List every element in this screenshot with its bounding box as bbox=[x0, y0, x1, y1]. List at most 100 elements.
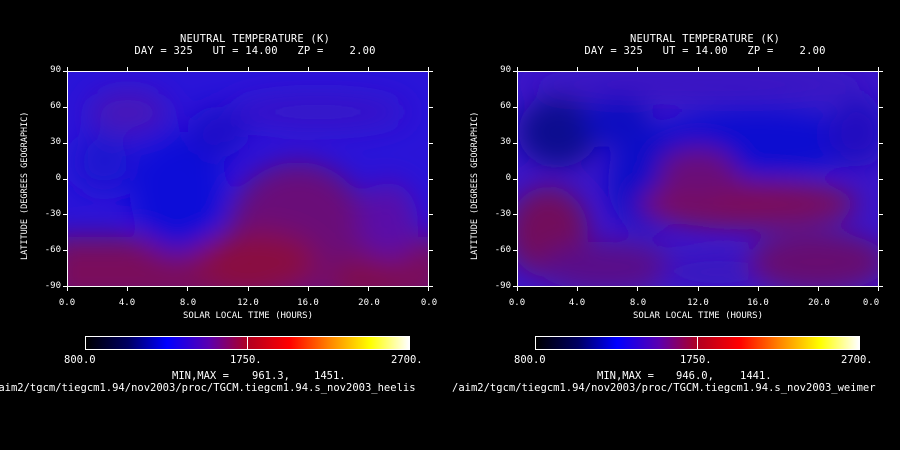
x-axis-tick bbox=[187, 67, 188, 72]
x-axis-tick bbox=[127, 286, 128, 291]
y-tick-label: 60 bbox=[500, 101, 511, 111]
x-axis-tick bbox=[308, 286, 309, 291]
x-axis-tick bbox=[517, 286, 518, 291]
source-path-right: /aim2/tgcm/tiegcm1.94/nov2003/proc/TGCM.… bbox=[452, 382, 876, 394]
y-axis-tick bbox=[513, 179, 518, 180]
x-tick-label: 4.0 bbox=[568, 298, 586, 308]
y-axis-tick bbox=[63, 179, 68, 180]
y-axis-tick bbox=[63, 214, 68, 215]
chart-subtitle: DAY = 325 UT = 14.00 ZP = 2.00 bbox=[134, 45, 376, 57]
x-tick-label: 20.0 bbox=[808, 298, 830, 308]
colorbar-min-label: 800.0 bbox=[514, 354, 546, 366]
y-axis-tick bbox=[878, 143, 883, 144]
heatmap-plot bbox=[67, 71, 429, 287]
x-axis-tick bbox=[637, 67, 638, 72]
y-tick-label: 30 bbox=[500, 137, 511, 147]
x-tick-label: 0.0 bbox=[58, 298, 76, 308]
x-axis-tick bbox=[187, 286, 188, 291]
y-tick-label: -30 bbox=[494, 209, 511, 219]
y-axis-tick bbox=[878, 179, 883, 180]
x-axis-tick bbox=[67, 286, 68, 291]
x-axis-tick bbox=[637, 286, 638, 291]
x-axis-label: SOLAR LOCAL TIME (HOURS) bbox=[182, 311, 314, 321]
x-axis-tick bbox=[698, 67, 699, 72]
right-panel: NEUTRAL TEMPERATURE (K) DAY = 325 UT = 1… bbox=[450, 0, 900, 420]
colorbar-mid-tick bbox=[247, 336, 248, 350]
x-tick-label: 8.0 bbox=[629, 298, 647, 308]
chart-title: NEUTRAL TEMPERATURE (K) bbox=[630, 33, 780, 45]
min-value: 946.0, bbox=[676, 370, 714, 382]
x-axis-tick bbox=[878, 67, 879, 72]
y-tick-label: 90 bbox=[50, 65, 61, 75]
x-tick-label: 0.0 bbox=[508, 298, 526, 308]
x-axis-tick bbox=[878, 286, 879, 291]
x-axis-tick bbox=[818, 286, 819, 291]
y-axis-tick bbox=[513, 286, 518, 287]
y-axis-tick bbox=[428, 107, 433, 108]
y-tick-label: -30 bbox=[44, 209, 61, 219]
chart-subtitle: DAY = 325 UT = 14.00 ZP = 2.00 bbox=[584, 45, 826, 57]
x-axis-label: SOLAR LOCAL TIME (HOURS) bbox=[632, 311, 764, 321]
y-tick-label: 0 bbox=[505, 173, 511, 183]
y-axis-tick bbox=[428, 179, 433, 180]
y-axis-tick bbox=[63, 143, 68, 144]
y-axis-tick bbox=[513, 107, 518, 108]
x-tick-label: 20.0 bbox=[358, 298, 380, 308]
y-axis-tick bbox=[513, 250, 518, 251]
y-axis-tick bbox=[513, 71, 518, 72]
minmax-label: MIN,MAX = bbox=[597, 370, 654, 382]
x-axis-tick bbox=[818, 67, 819, 72]
colorbar-mid-label: 1750. bbox=[680, 354, 712, 366]
x-axis-tick bbox=[517, 67, 518, 72]
y-tick-label: -90 bbox=[494, 281, 511, 291]
colorbar-min-label: 800.0 bbox=[64, 354, 96, 366]
y-axis-tick bbox=[63, 250, 68, 251]
max-value: 1451. bbox=[314, 370, 346, 382]
y-axis-tick bbox=[878, 107, 883, 108]
y-tick-label: -60 bbox=[494, 245, 511, 255]
x-tick-label: 16.0 bbox=[297, 298, 319, 308]
chart-title: NEUTRAL TEMPERATURE (K) bbox=[180, 33, 330, 45]
heatmap-plot bbox=[517, 71, 879, 287]
x-axis-tick bbox=[577, 67, 578, 72]
y-axis-tick bbox=[428, 214, 433, 215]
x-tick-label: 12.0 bbox=[237, 298, 259, 308]
x-axis-tick bbox=[428, 286, 429, 291]
left-panel: NEUTRAL TEMPERATURE (K) DAY = 325 UT = 1… bbox=[0, 0, 450, 420]
x-axis-tick bbox=[577, 286, 578, 291]
x-axis-tick bbox=[758, 286, 759, 291]
y-axis-tick bbox=[428, 250, 433, 251]
x-axis-tick bbox=[698, 286, 699, 291]
y-axis-tick bbox=[428, 143, 433, 144]
x-axis-tick bbox=[428, 67, 429, 72]
x-axis-tick bbox=[758, 67, 759, 72]
y-axis-tick bbox=[878, 286, 883, 287]
x-tick-label: 8.0 bbox=[179, 298, 197, 308]
y-tick-label: -90 bbox=[44, 281, 61, 291]
min-value: 961.3, bbox=[252, 370, 290, 382]
x-tick-label: 4.0 bbox=[118, 298, 136, 308]
y-tick-label: 30 bbox=[50, 137, 61, 147]
x-axis-tick bbox=[127, 67, 128, 72]
y-axis-tick bbox=[878, 71, 883, 72]
x-tick-label: 16.0 bbox=[747, 298, 769, 308]
x-axis-tick bbox=[67, 67, 68, 72]
y-axis-tick bbox=[513, 214, 518, 215]
x-tick-label: 12.0 bbox=[687, 298, 709, 308]
x-axis-tick bbox=[248, 286, 249, 291]
y-axis-tick bbox=[513, 143, 518, 144]
colorbar-max-label: 2700. bbox=[841, 354, 873, 366]
x-axis-tick bbox=[368, 286, 369, 291]
x-axis-tick bbox=[368, 67, 369, 72]
colorbar-mid-label: 1750. bbox=[230, 354, 262, 366]
minmax-label: MIN,MAX = bbox=[172, 370, 229, 382]
y-axis-tick bbox=[428, 71, 433, 72]
x-tick-label: 0.0 bbox=[862, 298, 880, 308]
colorbar-max-label: 2700. bbox=[391, 354, 423, 366]
x-tick-label: 0.0 bbox=[420, 298, 438, 308]
y-tick-label: 60 bbox=[50, 101, 61, 111]
y-axis-tick bbox=[878, 250, 883, 251]
source-path-left: /aim2/tgcm/tiegcm1.94/nov2003/proc/TGCM.… bbox=[0, 382, 416, 394]
y-tick-label: 0 bbox=[55, 173, 61, 183]
